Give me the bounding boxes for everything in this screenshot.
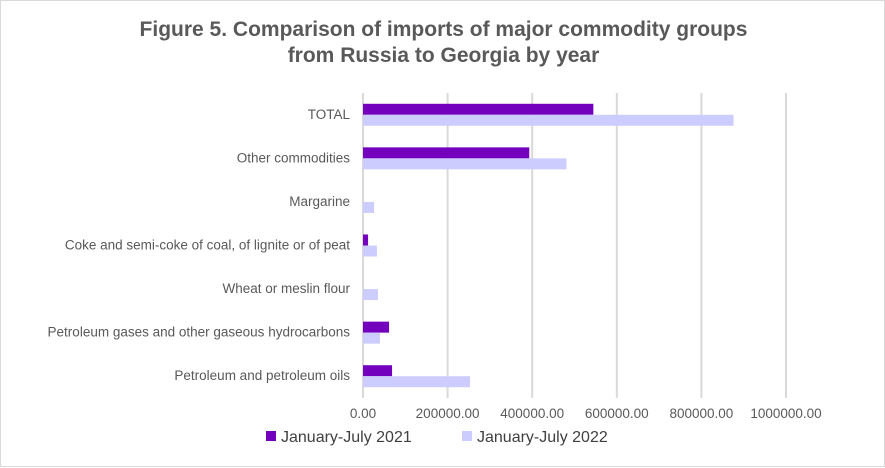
x-tick-label: 600000.00: [585, 406, 649, 421]
category-label: Other commodities: [237, 150, 351, 165]
category-label: Coke and semi-coke of coal, of lignite o…: [65, 238, 350, 253]
x-tick-label: 400000.00: [500, 406, 564, 421]
bar-2022: [363, 289, 379, 301]
bar-2022: [363, 245, 377, 257]
category-label: Petroleum gases and other gaseous hydroc…: [48, 325, 351, 340]
category-label: Wheat or meslin flour: [222, 281, 350, 296]
bar-2022: [363, 114, 734, 126]
category-label: Margarine: [289, 194, 350, 209]
category-label: Petroleum and petroleum oils: [174, 368, 350, 383]
x-tick-label: 0.00: [350, 406, 376, 421]
bar-2022: [363, 201, 374, 213]
legend-label: January-July 2021: [281, 429, 412, 446]
bar-2021: [363, 365, 393, 377]
x-tick-label: 1000000.00: [750, 406, 821, 421]
chart-title: Figure 5. Comparison of imports of major…: [1, 17, 885, 69]
bar-2022: [363, 158, 567, 170]
legend-label: January-July 2022: [477, 429, 608, 446]
title-line-1: Figure 5. Comparison of imports of major…: [139, 18, 748, 41]
bar-2021: [363, 147, 530, 159]
title-line-2: from Russia to Georgia by year: [287, 44, 600, 67]
category-label: TOTAL: [308, 107, 351, 122]
bar-2021: [363, 234, 369, 246]
bar-2022: [363, 376, 471, 388]
bar-2021: [363, 103, 594, 115]
bar-2022: [363, 332, 380, 344]
x-tick-label: 800000.00: [669, 406, 733, 421]
legend-swatch: [462, 431, 472, 441]
x-tick-label: 200000.00: [416, 406, 480, 421]
legend-swatch: [266, 431, 276, 441]
bar-2021: [363, 321, 390, 333]
